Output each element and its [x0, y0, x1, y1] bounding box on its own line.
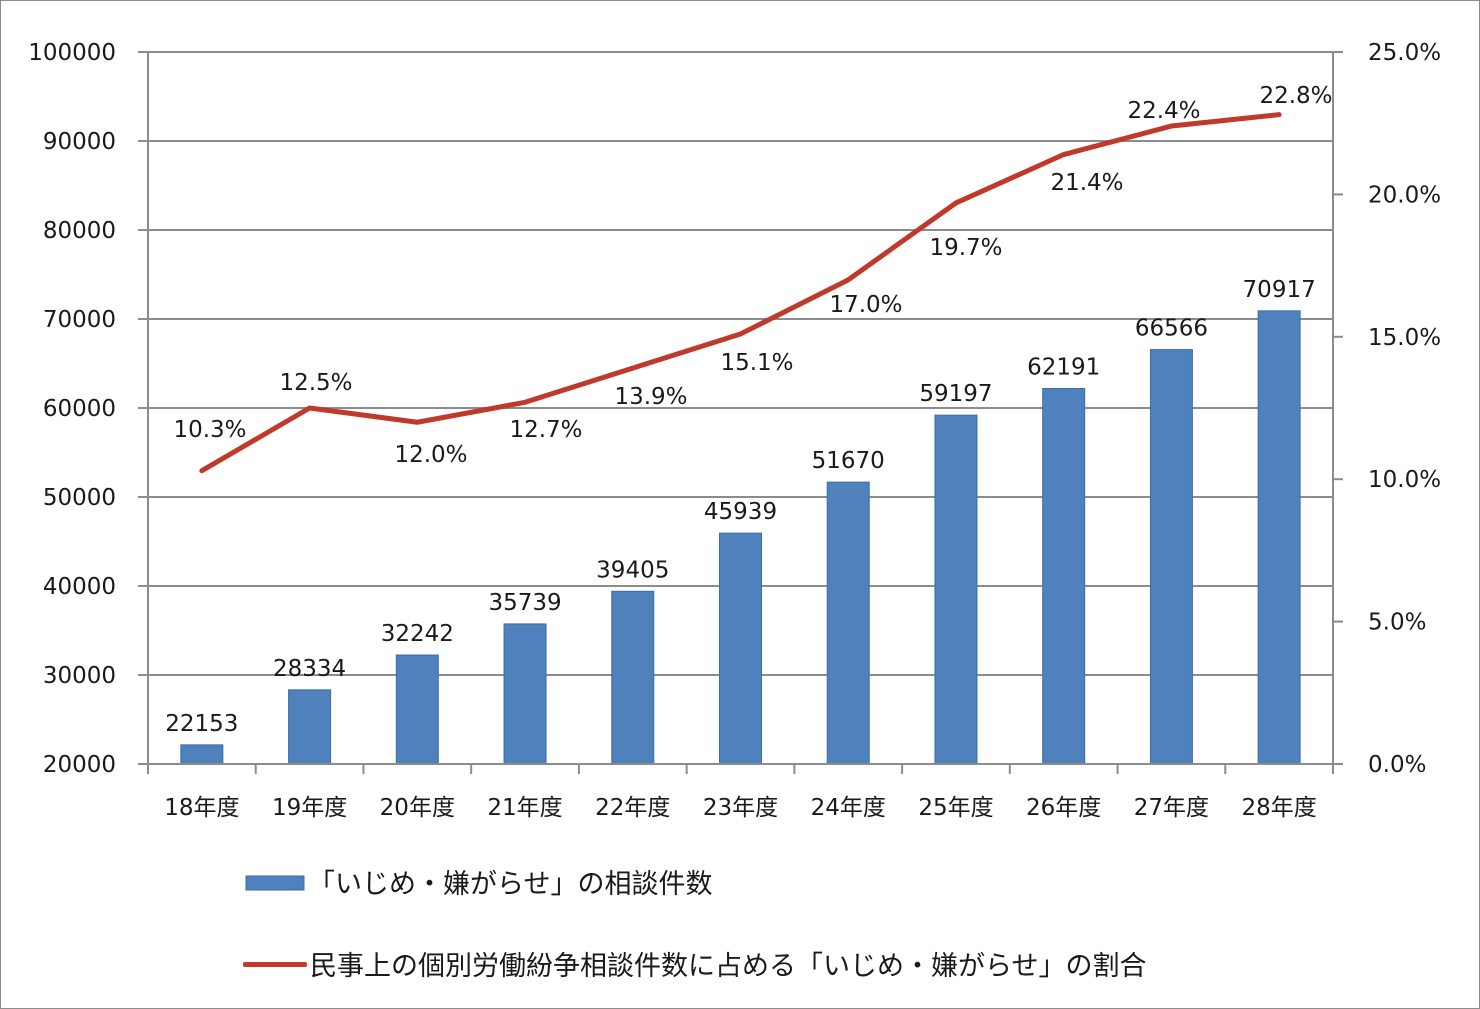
bar [1257, 310, 1301, 765]
x-category-label: 18年度 [164, 795, 239, 821]
bar [1149, 349, 1193, 765]
bar [1042, 388, 1086, 765]
y-right-tick-label: 25.0% [1368, 40, 1441, 66]
x-category-label: 28年度 [1241, 795, 1316, 821]
y-left-tick-label: 60000 [43, 396, 116, 422]
legend-line-label: 民事上の個別労働紛争相談件数に占める「いじめ・嫌がらせ」の割合 [310, 951, 1146, 982]
x-category-label: 24年度 [811, 795, 886, 821]
bar [395, 654, 439, 765]
line-series [199, 112, 1282, 474]
legend-bar-swatch [245, 875, 305, 891]
y-left-tick-label: 50000 [43, 485, 116, 511]
y-left-tick-label: 90000 [43, 129, 116, 155]
bar-value-label: 62191 [1027, 355, 1100, 381]
line-value-label: 13.9% [614, 384, 687, 410]
x-category-label: 21年度 [487, 795, 562, 821]
y-right-tick-label: 20.0% [1368, 182, 1441, 208]
bar-series [180, 310, 1301, 765]
bar-value-label: 70917 [1243, 277, 1316, 303]
bar-value-label: 39405 [596, 557, 669, 583]
bar [288, 689, 332, 765]
line-value-label: 21.4% [1050, 170, 1123, 196]
bar-value-label: 32242 [381, 621, 454, 647]
y-left-tick-label: 20000 [43, 752, 116, 778]
bar-value-label: 51670 [812, 448, 885, 474]
x-category-label: 19年度 [272, 795, 347, 821]
bar-value-label: 45939 [704, 499, 777, 525]
axes: 100000 90000 80000 70000 60000 50000 40000 3000… [28, 40, 1441, 821]
y-right-tick-label: 15.0% [1368, 325, 1441, 351]
y-left-tick-label: 30000 [43, 663, 116, 689]
bar [611, 590, 655, 765]
line-value-label: 12.5% [279, 370, 352, 396]
y-right-tick-label: 10.0% [1368, 467, 1441, 493]
y-left-tick-label: 40000 [43, 574, 116, 600]
line-value-label: 12.7% [509, 417, 582, 443]
legend: 「いじめ・嫌がらせ」の相談件数 民事上の個別労働紛争相談件数に占める「いじめ・嫌… [243, 869, 1146, 982]
bar-value-label: 66566 [1135, 316, 1208, 342]
y-left-tick-label: 100000 [28, 40, 116, 66]
line-value-label: 22.8% [1259, 83, 1332, 109]
bar-value-label: 59197 [919, 381, 992, 407]
x-category-label: 20年度 [380, 795, 455, 821]
bar [826, 481, 870, 765]
x-category-label: 22年度 [595, 795, 670, 821]
bar-value-label: 22153 [165, 711, 238, 737]
line-value-label: 10.3% [173, 417, 246, 443]
bar [180, 744, 224, 765]
legend-line-swatch [243, 962, 307, 967]
x-category-label: 23年度 [703, 795, 778, 821]
line-value-label: 15.1% [720, 350, 793, 376]
x-category-label: 25年度 [918, 795, 993, 821]
bar [719, 532, 762, 765]
x-category-label: 26年度 [1026, 795, 1101, 821]
y-right-tick-label: 0.0% [1368, 752, 1426, 778]
ratio-line [199, 112, 1282, 474]
bar [934, 414, 978, 765]
data-labels: 22153 28334 32242 35739 39405 45939 51670 59197… [165, 83, 1332, 737]
bar-value-label: 28334 [273, 656, 346, 682]
x-category-label: 27年度 [1134, 795, 1209, 821]
bar-value-label: 35739 [488, 590, 561, 616]
y-left-tick-label: 70000 [43, 307, 116, 333]
legend-bar-label: 「いじめ・嫌がらせ」の相談件数 [308, 869, 712, 900]
y-right-tick-label: 5.0% [1368, 610, 1426, 636]
bar [503, 623, 547, 765]
line-value-label: 22.4% [1127, 98, 1200, 124]
line-value-label: 12.0% [394, 442, 467, 468]
line-value-label: 17.0% [829, 292, 902, 318]
line-value-label: 19.7% [929, 235, 1002, 261]
y-left-tick-label: 80000 [43, 218, 116, 244]
